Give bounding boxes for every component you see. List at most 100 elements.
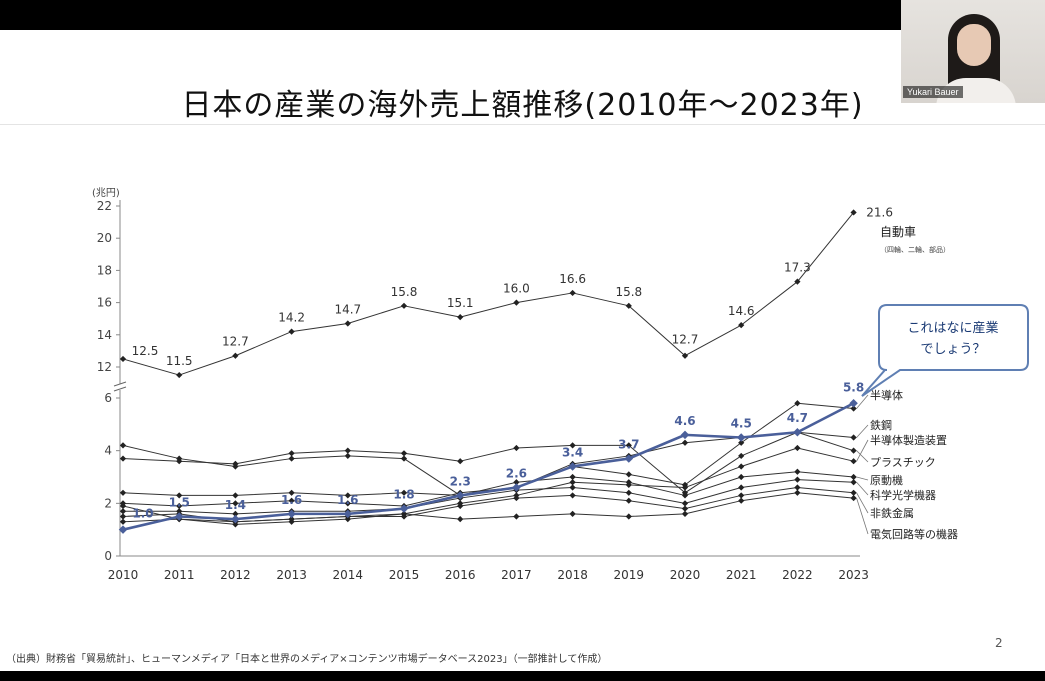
participant-video-tile[interactable]: Yukari Bauer <box>901 0 1045 103</box>
data-point <box>457 313 464 321</box>
data-point <box>288 328 295 335</box>
data-point <box>681 439 689 446</box>
leader-line <box>856 450 869 463</box>
data-point <box>400 455 408 462</box>
series-line-原動機 <box>122 471 854 496</box>
participant-name: Yukari Bauer <box>903 86 963 98</box>
y-axis-unit-label: (兆円) <box>92 187 120 199</box>
x-tick-label: 2010 <box>108 568 139 582</box>
data-point <box>569 510 576 517</box>
data-label: 4.5 <box>731 417 752 431</box>
data-point <box>288 455 295 462</box>
y-tick-label: 22 <box>97 199 112 213</box>
data-point <box>625 471 632 478</box>
data-point <box>850 479 857 486</box>
data-point <box>625 513 632 520</box>
x-tick-label: 2023 <box>838 568 869 582</box>
callout-line-2: でしょう？ <box>920 342 985 357</box>
data-point <box>457 502 464 510</box>
leader-line <box>856 394 869 409</box>
data-point <box>569 442 576 449</box>
series-line-電気回路等の機器 <box>122 492 854 523</box>
data-label: 1.8 <box>393 488 414 502</box>
data-point <box>344 452 351 460</box>
source-footnote: （出典）財務省「貿易統計」、ヒューマンメディア「日本と世界のメディア×コンテンツ… <box>6 654 608 665</box>
data-point <box>343 509 353 519</box>
y-tick-label: 6 <box>104 391 112 405</box>
data-point <box>568 462 577 471</box>
x-tick-label: 2017 <box>501 568 532 582</box>
series-line-自動車 <box>122 212 854 376</box>
leader-line <box>856 492 869 514</box>
data-point <box>794 476 801 483</box>
x-tick-label: 2012 <box>220 568 251 582</box>
data-point <box>681 510 689 517</box>
data-point <box>850 209 857 216</box>
data-point <box>850 447 857 454</box>
data-label: 16.0 <box>503 282 530 296</box>
data-point <box>399 504 409 513</box>
data-label: 4.6 <box>674 414 695 428</box>
data-point <box>794 400 801 407</box>
data-point <box>680 430 690 440</box>
data-point <box>850 434 857 441</box>
data-label: 1.5 <box>169 496 190 510</box>
data-label: 2.6 <box>506 467 527 481</box>
series-sublabel: （四輪、二輪、部品） <box>880 245 950 254</box>
series-label: 科学光学機器 <box>870 488 936 502</box>
data-point <box>681 492 689 499</box>
data-point <box>624 454 634 463</box>
data-point <box>513 444 520 452</box>
data-label: 1.6 <box>281 493 302 507</box>
data-point <box>794 484 801 491</box>
data-point <box>513 513 520 520</box>
series-line-highlight <box>122 402 855 531</box>
data-label: 1.0 <box>132 507 153 521</box>
data-label: 14.7 <box>334 303 361 317</box>
leader-line <box>856 476 869 481</box>
data-point <box>344 500 351 507</box>
y-tick-label: 16 <box>97 296 112 310</box>
data-label: 3.7 <box>618 438 639 452</box>
data-point <box>119 513 127 520</box>
data-label: 12.7 <box>672 333 699 347</box>
data-point <box>849 399 858 408</box>
data-point <box>400 489 408 496</box>
series-label: 鉄鋼 <box>870 418 892 432</box>
data-label: 1.4 <box>225 498 246 512</box>
series-label: 半導体 <box>870 388 903 402</box>
data-point <box>176 371 183 379</box>
bottom-bar <box>0 671 1045 681</box>
data-point <box>455 491 465 500</box>
y-tick-label: 18 <box>97 263 112 277</box>
slide-title: 日本の産業の海外売上額推移(2010年～2023年) <box>181 88 864 123</box>
series-label: 非鉄金属 <box>870 506 914 520</box>
data-point <box>288 450 295 457</box>
data-label: 14.2 <box>278 311 305 325</box>
data-point <box>738 463 745 470</box>
data-point <box>119 355 127 363</box>
x-tick-label: 2021 <box>726 568 757 582</box>
participant-face <box>957 24 991 66</box>
data-label: 16.6 <box>559 272 586 286</box>
leader-line <box>856 439 869 462</box>
title-divider <box>0 124 1045 125</box>
series-label: プラスチック <box>870 456 936 469</box>
x-tick-label: 2013 <box>276 568 307 582</box>
data-label: 4.7 <box>787 411 808 425</box>
top-bar <box>0 0 1045 30</box>
callout-line-1: これはなに産業 <box>907 320 998 336</box>
data-point <box>850 489 857 496</box>
axis-break-mark <box>113 381 127 387</box>
data-point <box>512 483 521 492</box>
data-point <box>119 489 127 496</box>
data-label: 12.5 <box>132 344 159 358</box>
series-label: 原動機 <box>870 473 903 487</box>
x-tick-label: 2014 <box>333 568 364 582</box>
series-line-プラスチック <box>122 431 854 494</box>
data-label: 12.7 <box>222 335 249 349</box>
data-label: 3.4 <box>562 445 583 459</box>
data-label: 5.8 <box>843 380 864 394</box>
x-tick-label: 2015 <box>389 568 420 582</box>
data-label: 14.6 <box>728 304 755 318</box>
